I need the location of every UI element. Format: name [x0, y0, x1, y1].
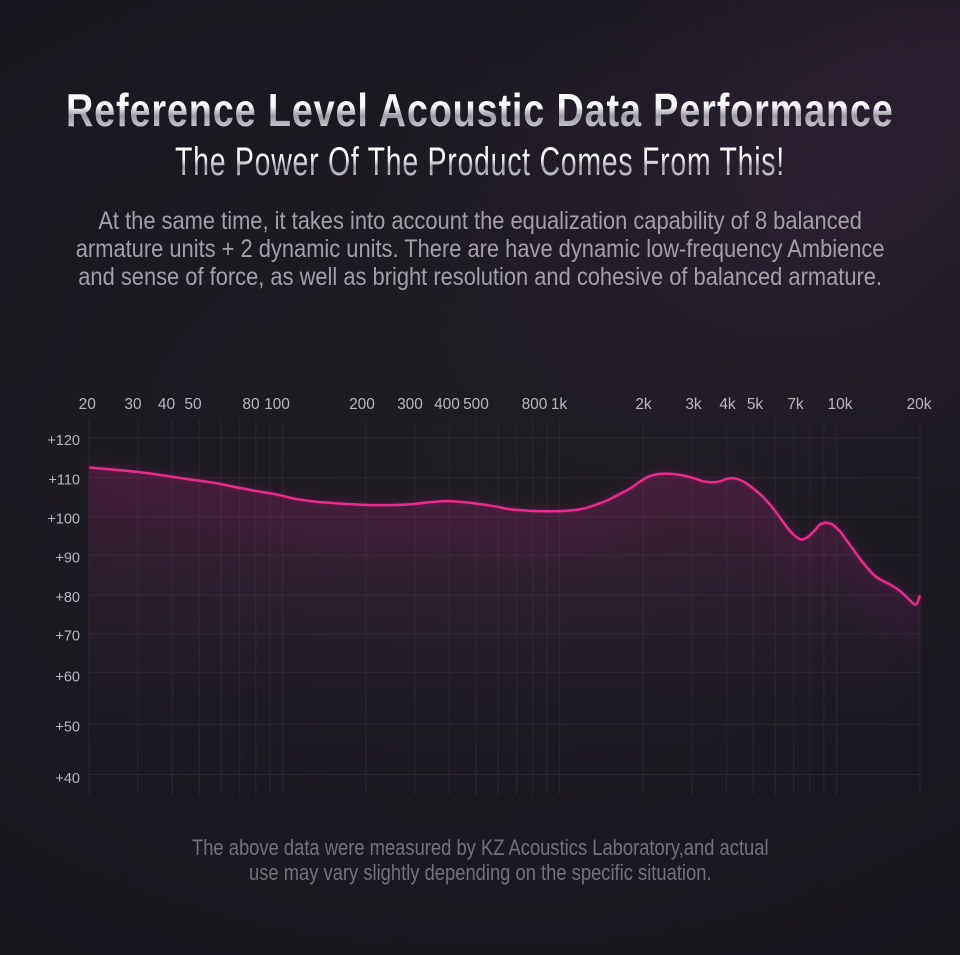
svg-text:5k: 5k: [747, 396, 764, 413]
svg-text:+110: +110: [48, 473, 80, 489]
svg-text:300: 300: [397, 396, 423, 413]
svg-text:4k: 4k: [719, 396, 736, 413]
svg-text:400: 400: [434, 396, 460, 413]
svg-text:500: 500: [463, 396, 489, 413]
svg-text:800: 800: [522, 396, 548, 413]
svg-text:1k: 1k: [551, 396, 568, 413]
svg-text:10k: 10k: [828, 396, 853, 413]
svg-text:20k: 20k: [907, 396, 932, 413]
svg-text:+50: +50: [55, 720, 80, 736]
svg-text:50: 50: [184, 396, 202, 413]
svg-text:+60: +60: [55, 670, 80, 686]
svg-text:+100: +100: [47, 512, 80, 528]
svg-text:20: 20: [79, 396, 97, 413]
svg-text:+70: +70: [55, 629, 80, 645]
svg-text:+120: +120: [47, 433, 80, 449]
svg-text:+40: +40: [55, 771, 80, 787]
svg-text:3k: 3k: [685, 396, 702, 413]
svg-text:+90: +90: [55, 550, 80, 566]
svg-text:2k: 2k: [635, 396, 652, 413]
svg-text:200: 200: [349, 396, 375, 413]
svg-text:7k: 7k: [787, 396, 804, 413]
svg-text:100: 100: [264, 396, 290, 413]
svg-text:80: 80: [242, 396, 260, 413]
svg-text:30: 30: [124, 396, 142, 413]
svg-text:40: 40: [158, 396, 176, 413]
svg-text:+80: +80: [55, 590, 80, 606]
